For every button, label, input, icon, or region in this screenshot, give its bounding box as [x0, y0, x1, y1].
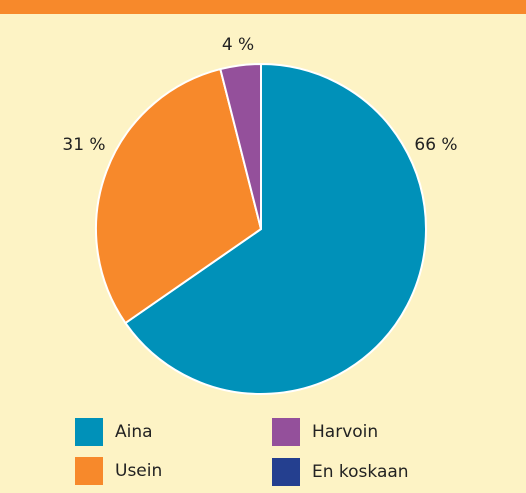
legend-swatch: [272, 458, 300, 486]
legend-label: Harvoin: [312, 422, 378, 442]
legend-swatch: [75, 457, 103, 485]
legend-swatch: [272, 418, 300, 446]
top-bar: [0, 0, 526, 14]
pie-slice: [95, 68, 262, 325]
slice-label: 4 %: [222, 35, 254, 55]
slice-label: 31 %: [62, 135, 105, 155]
legend-label: Aina: [115, 422, 153, 442]
slice-label: 66 %: [414, 135, 457, 155]
pie-slice: [124, 63, 427, 395]
legend-label: Usein: [115, 461, 162, 481]
legend-swatch: [75, 418, 103, 446]
legend-label: En koskaan: [312, 462, 409, 482]
